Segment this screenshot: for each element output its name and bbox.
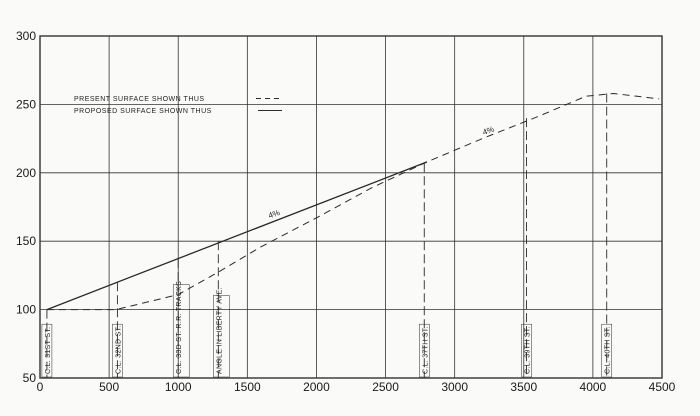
- street-marker-label: C.L. 40TH ST.: [605, 326, 612, 374]
- grade-annotation: 4%: [267, 208, 281, 220]
- street-marker-box: [41, 323, 53, 378]
- y-tick-label: 150: [16, 234, 36, 248]
- street-marker-label: C.L. 37TH ST.: [422, 326, 429, 374]
- street-markers: C.L. 31ST ST. C.L. 32ND ST. C.L. 33D ST. R…: [41, 93, 612, 378]
- x-tick-label: 4000: [580, 380, 607, 394]
- x-tick-label: 500: [99, 380, 119, 394]
- series-line-present-surface: [46, 92, 660, 311]
- grade-annotations: 4% 4%: [267, 125, 495, 221]
- x-tick-label: 1500: [234, 380, 261, 394]
- x-tick-label: 1000: [165, 380, 192, 394]
- series-layer: [46, 92, 660, 311]
- grid: [39, 35, 663, 379]
- legend: PRESENT SURFACE SHOWN THUS PROPOSED SURF…: [74, 96, 282, 115]
- y-tick-label: 50: [23, 371, 37, 385]
- x-tick-label: 3000: [441, 380, 468, 394]
- x-tick-label: 0: [37, 380, 44, 394]
- street-marker-box: [213, 295, 230, 378]
- y-tick-label: 100: [16, 303, 36, 317]
- street-marker-box: [521, 323, 532, 378]
- x-tick-label: 2500: [372, 380, 399, 394]
- y-tick-label: 300: [16, 29, 36, 43]
- street-marker-label: C.L. 39TH ST.: [525, 326, 532, 374]
- street-marker-label: C.L. 31ST ST.: [45, 327, 52, 374]
- x-tick-label: 2000: [303, 380, 330, 394]
- street-marker-box: [172, 284, 190, 378]
- x-tick-label: 3500: [510, 380, 537, 394]
- y-tick-label: 250: [16, 97, 36, 111]
- street-marker-box: [601, 323, 612, 378]
- y-tick-label: 200: [16, 166, 36, 180]
- street-marker-label: C.L. 33D ST. R.R. TRACKS: [176, 281, 183, 374]
- legend-proposed-label: PROPOSED SURFACE SHOWN THUS: [74, 108, 212, 115]
- series-line-proposed-surface: [46, 161, 428, 311]
- plot-frame: [39, 35, 663, 379]
- street-marker-label: ANGLE IN LIBERTY AVE.: [216, 287, 223, 374]
- grade-annotation: 4%: [481, 125, 495, 137]
- x-tick-label: 4500: [649, 380, 676, 394]
- street-marker-box: [112, 323, 123, 378]
- legend-present-label: PRESENT SURFACE SHOWN THUS: [74, 96, 205, 103]
- street-marker-box: [419, 323, 430, 378]
- street-marker-label: C.L. 32ND ST.: [115, 325, 122, 374]
